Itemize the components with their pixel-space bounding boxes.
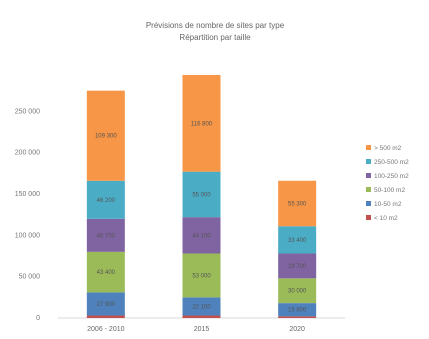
x-category-label: 2006 - 2010 [87,326,124,333]
chart-title-line-2: Répartition par taille [179,33,251,42]
y-tick-label: 0 [36,315,40,322]
data-label: 55 300 [288,202,307,208]
bar-segment [278,226,317,254]
data-label: 53 000 [192,273,211,279]
legend-swatch [366,187,371,192]
data-label: 40 700 [97,233,116,239]
legend-label: 10-50 m2 [374,201,402,208]
bar-segment [182,171,221,218]
bar-segment [86,218,125,252]
legend-swatch [366,173,371,178]
legend-label: < 10 m2 [374,215,398,222]
legend-swatch [366,215,371,220]
data-label: 22 100 [192,304,211,310]
bar-segment [278,253,317,279]
bar-segment [182,315,221,318]
bar-segment [182,217,221,254]
legend-label: 100-250 m2 [374,173,409,180]
y-tick-label: 100 000 [15,232,40,239]
data-label: 55 000 [192,192,211,198]
data-label: 43 400 [97,270,116,276]
bar-segment [86,251,125,293]
x-category-label: 2020 [289,326,305,333]
bar-segment [86,315,125,318]
data-label: 27 900 [97,302,116,308]
bar-segment [278,278,317,304]
bar-segment [86,292,125,316]
y-tick-label: 50 000 [19,274,41,281]
bar-segment [86,180,125,219]
bar-segment [86,90,125,181]
data-label: 33 400 [288,238,307,244]
legend-swatch [366,145,371,150]
data-label: 15 800 [288,308,307,314]
y-tick-label: 250 000 [15,108,40,115]
bar-segment [182,297,221,316]
bar-segment [182,74,221,172]
data-label: 116 800 [191,121,213,127]
data-label: 109 300 [95,134,117,140]
bar-segment [278,316,317,318]
data-label: 46 200 [97,198,116,204]
bar-segment [278,303,317,317]
legend-label: 250-500 m2 [374,159,409,166]
y-tick-label: 200 000 [15,150,40,157]
chart-title-line-1: Prévisions de nombre de sites par type [146,21,285,30]
data-label: 44 100 [192,233,211,239]
data-label: 29 700 [288,264,307,270]
legend-label: 50-100 m2 [374,187,405,194]
x-category-label: 2015 [194,326,210,333]
data-label: 30 000 [288,289,307,295]
legend-label: > 500 m2 [374,145,402,152]
legend-swatch [366,201,371,206]
bar-segment [278,180,317,227]
bar-segment [182,253,221,298]
legend-swatch [366,159,371,164]
y-tick-label: 150 000 [15,191,40,198]
